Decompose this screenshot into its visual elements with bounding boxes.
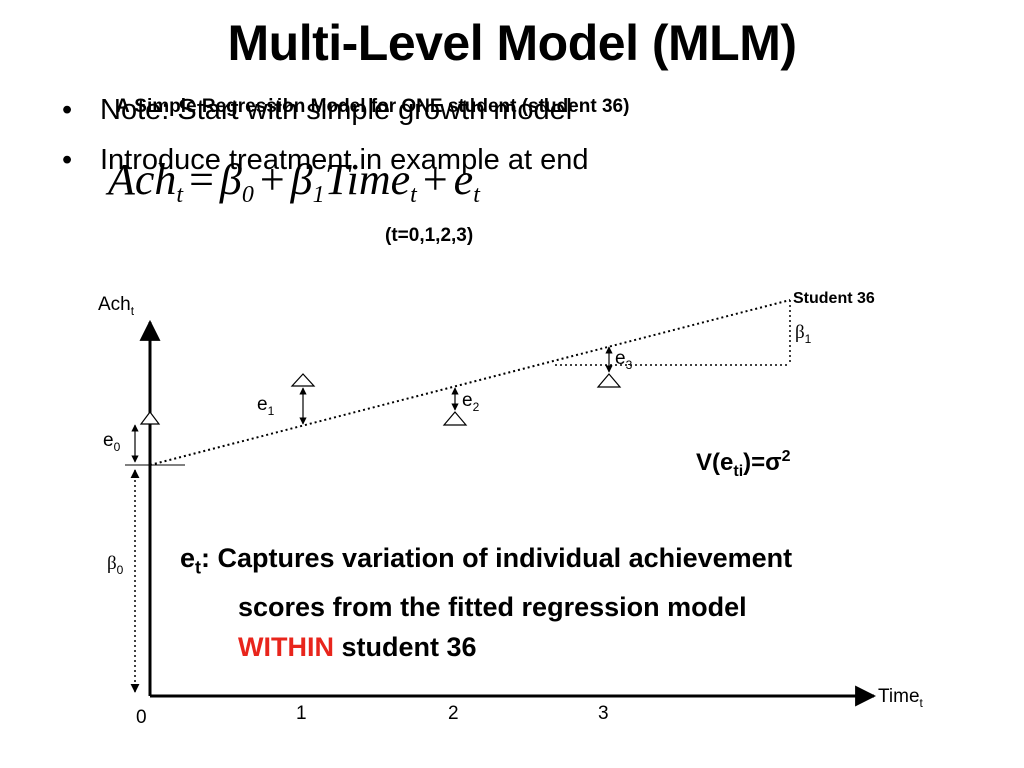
bullet-text: Introduce treatment in example at end	[100, 144, 589, 176]
note-line-3: WITHIN student 36	[238, 632, 477, 663]
bullet-item-1: • Note: Start with simple growth model	[62, 94, 572, 127]
observation-point-1	[290, 373, 316, 387]
bullet-dot: •	[62, 144, 73, 176]
model-subheading: A Simple Regression Model for ONE studen…	[116, 96, 630, 117]
observation-point-3	[596, 373, 622, 388]
student-36-label: Student 36	[793, 290, 875, 307]
regression-equation: Acht = β0 + β1Timet + et	[108, 155, 480, 208]
residual-label-2: e2	[462, 390, 480, 414]
beta0-label: β0	[107, 553, 124, 577]
observation-point-0	[139, 411, 161, 425]
within-emphasis: WITHIN	[238, 632, 334, 663]
x-tick-3: 3	[598, 703, 609, 724]
regression-line	[149, 299, 791, 466]
variance-formula: V(eti)=σ2	[696, 448, 791, 480]
x-axis-label: Timet	[878, 686, 923, 710]
time-set-label: (t=0,1,2,3)	[385, 225, 474, 246]
residual-label-0: e0	[103, 430, 121, 454]
observation-point-2	[442, 411, 468, 426]
note-line-2: scores from the fitted regression model	[238, 592, 747, 623]
bullet-text: Note: Start with simple growth model	[100, 94, 573, 126]
bullet-dot: •	[62, 94, 73, 126]
note-line-1: et: Captures variation of individual ach…	[180, 543, 793, 578]
beta1-label: β1	[795, 322, 812, 346]
x-tick-2: 2	[448, 703, 459, 724]
slide-title: Multi-Level Model (MLM)	[227, 15, 798, 71]
residual-label-3: e3	[615, 348, 633, 372]
residual-note: et: Captures variation of individual ach…	[180, 538, 792, 667]
x-tick-1: 1	[296, 703, 307, 724]
bullet-item-2: • Introduce treatment in example at end	[62, 144, 588, 177]
residual-label-1: e1	[257, 394, 275, 418]
x-tick-0: 0	[136, 707, 147, 728]
y-axis-label: Acht	[98, 294, 135, 318]
